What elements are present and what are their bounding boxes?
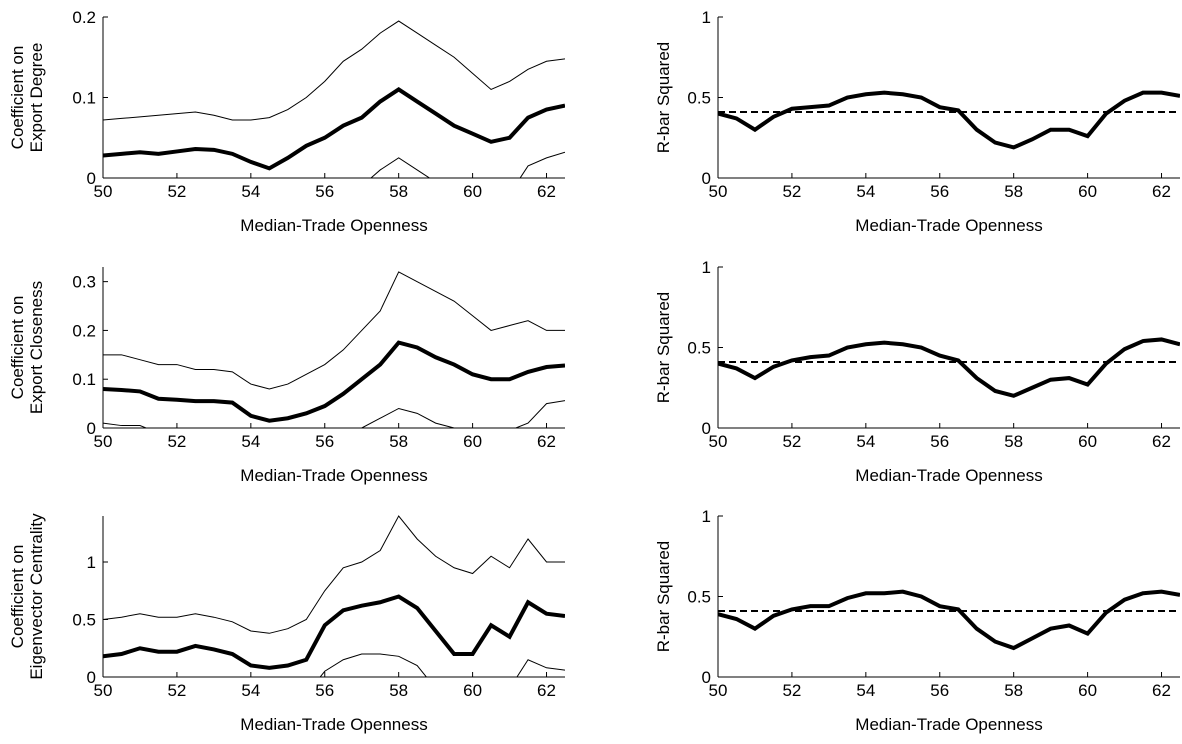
- panel: 50 52 54 56 58 60 62 0 0.5 1 Median-Trade Openness…: [8, 513, 565, 734]
- x-tick-label: 56: [315, 432, 334, 451]
- x-tick-label: 58: [389, 681, 408, 700]
- y-tick-label: 0.2: [72, 8, 96, 27]
- x-axis-label: Median-Trade Openness: [855, 466, 1042, 485]
- band-line: [319, 653, 565, 677]
- y-axis-label: R-bar Squared: [654, 292, 673, 404]
- x-tick-label: 50: [94, 681, 113, 700]
- y-axis-label: Export Closeness: [27, 281, 46, 414]
- x-tick-label: 56: [930, 432, 949, 451]
- x-tick-label: 50: [709, 432, 728, 451]
- x-tick-label: 50: [94, 182, 113, 201]
- x-axis-label: Median-Trade Openness: [240, 216, 427, 235]
- x-tick-label: 56: [930, 681, 949, 700]
- x-tick-label: 62: [537, 681, 556, 700]
- panel: 50 52 54 56 58 60 62 0 0.5 1 Median-Trade Openness…: [654, 8, 1180, 235]
- x-tick-label: 60: [1078, 681, 1097, 700]
- x-axis-label: Median-Trade Openness: [855, 715, 1042, 734]
- x-tick-label: 56: [930, 182, 949, 201]
- x-tick-label: 52: [167, 182, 186, 201]
- x-tick-label: 54: [241, 681, 260, 700]
- y-tick-label: 0.5: [687, 588, 711, 607]
- estimate-line: [103, 340, 565, 423]
- y-tick-label: 0: [87, 668, 96, 687]
- x-tick-label: 54: [856, 681, 875, 700]
- y-tick-label: 0.5: [72, 611, 96, 630]
- x-tick-label: 58: [1004, 681, 1023, 700]
- y-tick-label: 0.3: [72, 273, 96, 292]
- x-tick-label: 52: [167, 432, 186, 451]
- y-axis-label: R-bar Squared: [654, 42, 673, 154]
- x-tick-label: 52: [782, 182, 801, 201]
- x-tick-label: 54: [241, 182, 260, 201]
- x-tick-label: 62: [537, 432, 556, 451]
- estimate-line: [718, 90, 1180, 150]
- estimate-line: [103, 87, 565, 171]
- y-tick-label: 0.1: [72, 370, 96, 389]
- panel: 50 52 54 56 58 60 62 0 0.5 1 Median-Trade Openness…: [654, 258, 1180, 485]
- estimate-line: [718, 589, 1180, 651]
- y-tick-label: 0.5: [687, 89, 711, 108]
- y-tick-label: 0.2: [72, 321, 96, 340]
- y-tick-label: 0: [702, 169, 711, 188]
- x-tick-label: 50: [709, 182, 728, 201]
- x-tick-label: 60: [463, 432, 482, 451]
- band-line: [103, 20, 565, 121]
- y-tick-label: 0: [87, 169, 96, 188]
- x-tick-label: 58: [1004, 432, 1023, 451]
- band-line: [103, 515, 565, 634]
- plot-area: [718, 337, 1180, 398]
- x-axis-label: Median-Trade Openness: [240, 715, 427, 734]
- x-tick-label: 52: [782, 681, 801, 700]
- y-tick-label: 1: [702, 8, 711, 27]
- x-tick-label: 62: [1152, 681, 1171, 700]
- x-tick-label: 58: [1004, 182, 1023, 201]
- x-tick-label: 56: [315, 681, 334, 700]
- x-tick-label: 54: [241, 432, 260, 451]
- x-tick-label: 60: [1078, 182, 1097, 201]
- y-axis-label: R-bar Squared: [654, 541, 673, 653]
- panel: 50 52 54 56 58 60 62 0 0.1 0.2 0.3 Median-Trade Ope…: [8, 267, 565, 485]
- y-axis-label: Coefficient on: [8, 545, 27, 649]
- x-tick-label: 54: [856, 182, 875, 201]
- x-axis-label: Median-Trade Openness: [240, 466, 427, 485]
- estimate-line: [718, 337, 1180, 398]
- y-axis-label: Export Degree: [27, 43, 46, 153]
- x-tick-label: 62: [537, 182, 556, 201]
- y-tick-label: 0.5: [687, 339, 711, 358]
- y-tick-label: 0: [702, 668, 711, 687]
- x-tick-label: 58: [389, 432, 408, 451]
- panel: 50 52 54 56 58 60 62 0 0.5 1 Median-Trade Openness…: [654, 507, 1180, 734]
- x-tick-label: 52: [167, 681, 186, 700]
- plot-area: [103, 271, 565, 428]
- x-tick-label: 60: [463, 182, 482, 201]
- plot-area: [103, 515, 565, 677]
- x-tick-label: 50: [94, 432, 113, 451]
- plot-area: [103, 20, 565, 178]
- x-tick-label: 60: [1078, 432, 1097, 451]
- x-axis-label: Median-Trade Openness: [855, 216, 1042, 235]
- band-line: [103, 271, 565, 390]
- x-tick-label: 54: [856, 432, 875, 451]
- x-tick-label: 58: [389, 182, 408, 201]
- y-tick-label: 1: [87, 553, 96, 572]
- x-tick-label: 52: [782, 432, 801, 451]
- x-tick-label: 60: [463, 681, 482, 700]
- panel: 50 52 54 56 58 60 62 0 0.1 0.2 Median-Trade Openne…: [8, 8, 565, 235]
- y-tick-label: 0: [87, 419, 96, 438]
- y-axis-label: Coefficient on: [8, 46, 27, 150]
- x-tick-label: 62: [1152, 432, 1171, 451]
- x-tick-label: 56: [315, 182, 334, 201]
- y-axis-label: Coefficient on: [8, 296, 27, 400]
- y-tick-label: 1: [702, 258, 711, 277]
- y-tick-label: 0: [702, 419, 711, 438]
- estimate-line: [103, 594, 565, 670]
- x-tick-label: 50: [709, 681, 728, 700]
- y-tick-label: 1: [702, 507, 711, 526]
- y-tick-label: 0.1: [72, 89, 96, 108]
- plot-area: [718, 589, 1180, 651]
- plot-area: [718, 90, 1180, 150]
- y-axis-label: Eigenvector Centrality: [27, 513, 46, 680]
- x-tick-label: 62: [1152, 182, 1171, 201]
